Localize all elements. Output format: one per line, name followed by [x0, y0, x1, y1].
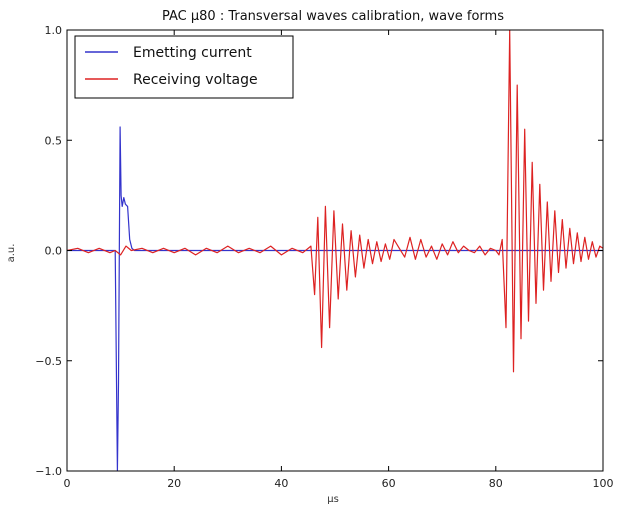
x-tick-label: 80: [489, 477, 503, 490]
y-tick-label: 1.0: [45, 24, 63, 37]
series-group: [67, 30, 603, 471]
y-tick-label: 0.0: [45, 245, 63, 258]
x-tick-label: 40: [274, 477, 288, 490]
y-tick-label: −0.5: [35, 355, 62, 368]
series-line-emetting-current: [67, 126, 603, 471]
legend-entry: Receiving voltage: [133, 72, 258, 88]
x-tick-label: 100: [593, 477, 614, 490]
chart-title: PAC µ80 : Transversal waves calibration,…: [162, 9, 504, 24]
legend-entry: Emetting current: [133, 45, 252, 61]
y-axis-label: a.u.: [6, 244, 17, 263]
y-tick-label: 0.5: [45, 134, 63, 147]
x-axis-label: µs: [327, 494, 339, 505]
series-line-receiving-voltage: [67, 30, 603, 373]
x-tick-label: 20: [167, 477, 181, 490]
legend: Emetting current Receiving voltage: [74, 35, 294, 99]
legend-box: [74, 35, 294, 99]
y-tick-label: −1.0: [35, 465, 62, 478]
plot-area: 0 20 40 60 80 100 −1.0 −0.5 0.0 0.5 1.0: [35, 24, 613, 490]
x-tick-label: 0: [64, 477, 71, 490]
x-tick-label: 60: [382, 477, 396, 490]
